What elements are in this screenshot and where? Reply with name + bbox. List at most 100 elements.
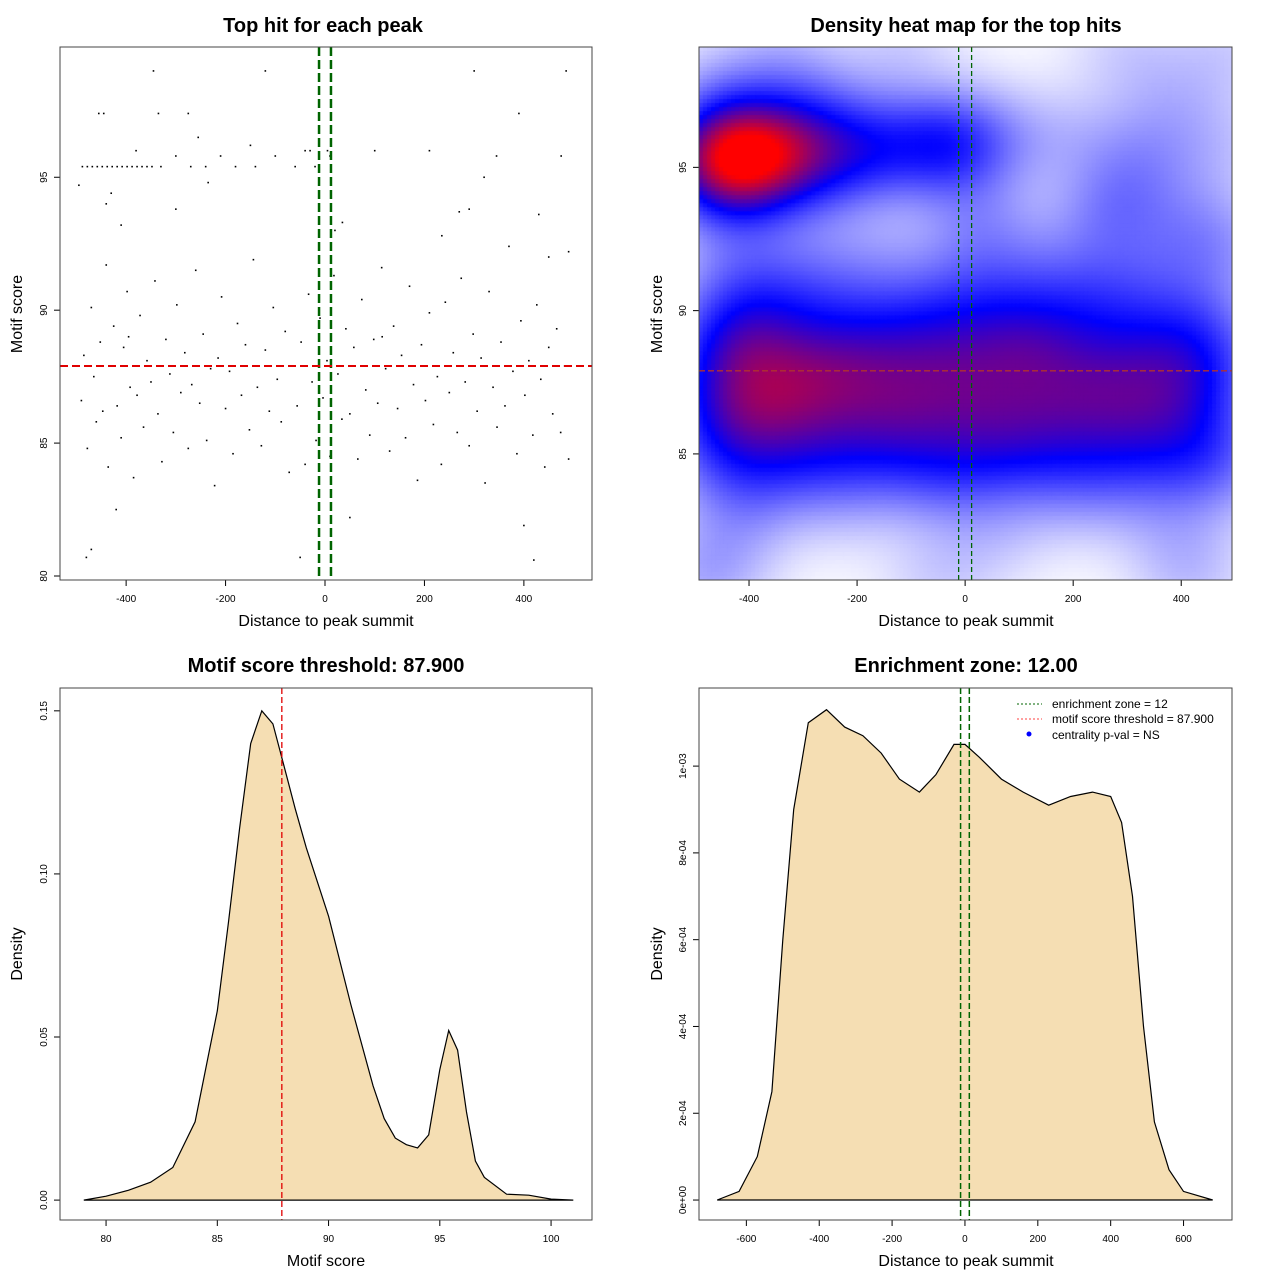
y-tick-label: 1e-03: [678, 753, 689, 779]
scatter-point: [404, 436, 407, 439]
x-tick-label: 200: [1029, 1234, 1046, 1245]
y-tick-label: 95: [39, 171, 50, 183]
legend-pval-swatch: [1026, 731, 1032, 737]
plot-frame: [59, 46, 593, 581]
scatter-point: [86, 447, 89, 450]
scatter-point: [120, 436, 122, 439]
scatter-point: [183, 351, 186, 354]
scatter-point: [122, 346, 125, 349]
scatter-point: [364, 389, 367, 391]
scatter-point: [101, 410, 104, 412]
scatter-point: [468, 444, 470, 447]
plot-frame: [698, 46, 1233, 581]
scatter-point: [314, 165, 316, 168]
y-tick-label: 8e-04: [678, 840, 689, 866]
scatter-point: [150, 381, 152, 383]
scatter-point: [560, 155, 562, 157]
scatter-point: [532, 434, 534, 436]
scatter-point: [539, 378, 542, 381]
scatter-point: [460, 277, 463, 280]
scatter-point: [207, 181, 209, 184]
scatter-point: [187, 447, 190, 450]
x-tick-label: -400: [739, 594, 759, 605]
scatter-point: [345, 327, 347, 330]
x-tick-label: 100: [543, 1234, 560, 1245]
scatter-point: [248, 429, 251, 431]
scatter-point: [567, 250, 570, 253]
x-tick-label: 85: [212, 1234, 224, 1245]
scatter-point: [444, 301, 447, 304]
scatter-point: [456, 431, 459, 434]
y-tick-label: 90: [39, 304, 50, 316]
x-tick-label: 80: [100, 1234, 112, 1245]
panel1-ylabel: Motif score: [9, 275, 26, 353]
scatter-point: [135, 149, 137, 152]
scatter-point: [81, 165, 84, 168]
scatter-point: [480, 357, 482, 359]
scatter-point: [536, 304, 538, 306]
scatter-point: [236, 322, 239, 325]
y-tick-label: 80: [39, 570, 50, 582]
scatter-point: [381, 335, 383, 338]
scatter-point: [146, 359, 148, 362]
scatter-point: [105, 203, 108, 205]
y-tick-label: 4e-04: [678, 1013, 689, 1039]
scatter-point: [131, 165, 133, 168]
scatter-point: [213, 484, 216, 487]
scatter-point: [353, 346, 355, 349]
scatter-point: [326, 359, 328, 362]
scatter-point: [322, 397, 324, 399]
scatter-point: [165, 338, 167, 341]
scatter-point: [483, 176, 485, 179]
scatter-point: [307, 293, 310, 296]
scatter-point: [473, 70, 475, 72]
panel4-ylabel: Density: [649, 927, 666, 980]
scatter-point: [202, 333, 204, 335]
scatter-point: [432, 423, 435, 426]
scatter-point: [180, 391, 182, 394]
scatter-point: [121, 165, 123, 168]
scatter-point: [126, 290, 128, 293]
scatter-point: [311, 381, 313, 383]
scatter-point: [428, 312, 431, 314]
x-tick-label: 0: [962, 594, 968, 605]
scatter-point: [264, 70, 267, 72]
scatter-point: [512, 370, 514, 373]
scatter-point: [388, 450, 391, 452]
scatter-point: [126, 165, 128, 168]
scatter-point: [315, 439, 317, 442]
y-tick-label: 0.05: [39, 1027, 50, 1047]
scatter-point: [400, 354, 403, 357]
x-tick-label: -400: [116, 594, 136, 605]
scatter-point: [547, 346, 550, 349]
panel4-density: -600 -400 -200 0 200 400 600 0e+00 2e-04 4e-04 6e-…: [678, 687, 1233, 1245]
scatter-point: [488, 290, 490, 293]
panel3-ylabel: Density: [9, 927, 26, 980]
scatter-point: [107, 466, 110, 468]
y-tick-label: 0e+00: [678, 1186, 689, 1215]
scatter-point: [341, 221, 344, 224]
scatter-point: [547, 256, 550, 258]
panel4-title: Enrichment zone: 12.00: [854, 655, 1077, 677]
scatter-point: [309, 149, 311, 152]
x-tick-label: -400: [809, 1234, 829, 1245]
legend-threshold-label: motif score threshold = 87.900: [1052, 712, 1214, 726]
scatter-point: [500, 341, 502, 343]
scatter-point: [244, 343, 247, 346]
scatter-point: [78, 184, 80, 187]
scatter-point: [436, 375, 439, 378]
scatter-point: [232, 452, 234, 455]
x-tick-label: 0: [962, 1234, 968, 1245]
scatter-point: [157, 112, 160, 115]
x-tick-label: 400: [1173, 594, 1190, 605]
scatter-point: [90, 306, 93, 309]
x-tick-label: -200: [216, 594, 236, 605]
scatter-point: [567, 458, 570, 460]
scatter-point: [464, 381, 467, 383]
scatter-point: [99, 341, 102, 343]
scatter-point: [83, 354, 85, 357]
x-tick-label: 400: [1102, 1234, 1119, 1245]
scatter-point: [280, 421, 283, 423]
scatter-point: [224, 407, 227, 410]
